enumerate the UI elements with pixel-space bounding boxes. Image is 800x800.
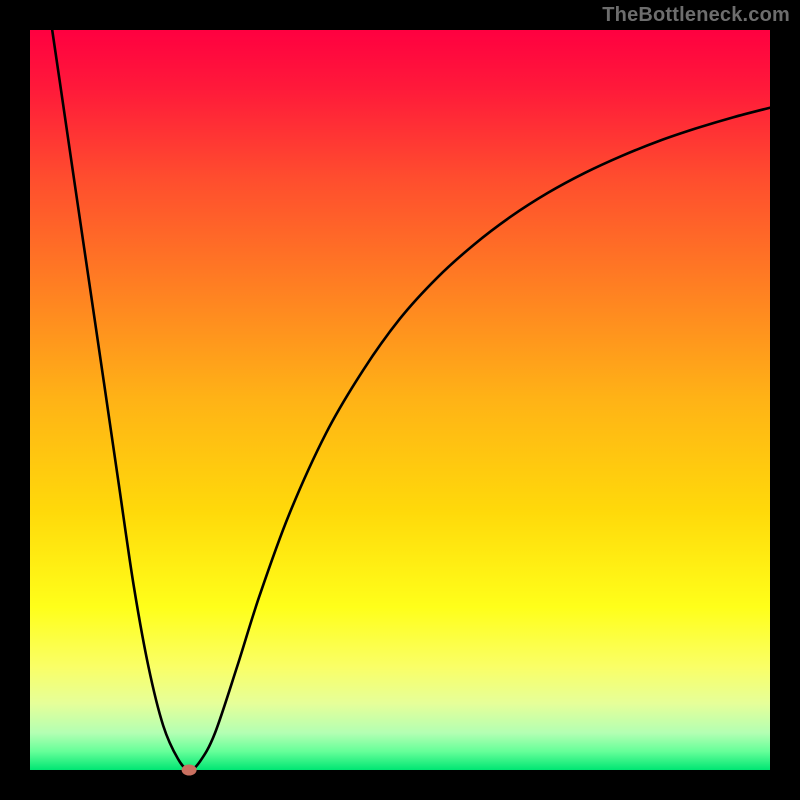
source-watermark: TheBottleneck.com (602, 4, 790, 27)
min-point-marker (182, 765, 196, 775)
chart-container: TheBottleneck.com (0, 0, 800, 800)
bottleneck-chart (0, 0, 800, 800)
